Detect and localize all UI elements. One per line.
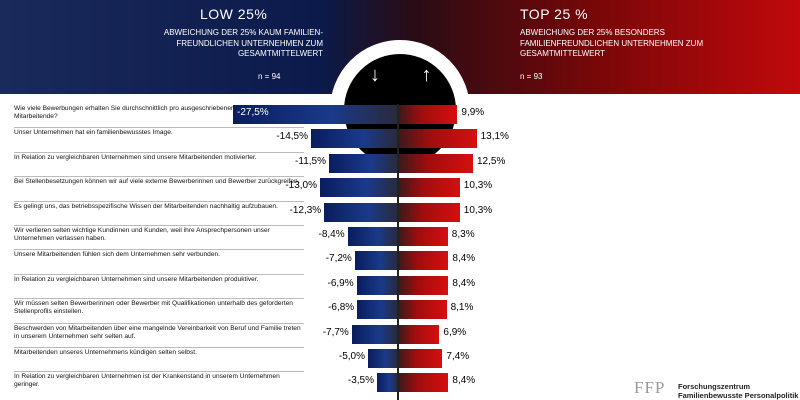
top-value-label: 8,4% [452, 375, 476, 387]
low-bar [347, 227, 398, 246]
low-value-label: -7,2% [325, 253, 352, 265]
question-label: Bei Stellenbesetzungen können wir auf vi… [14, 176, 304, 201]
chart-row: Unsere Mitarbeitenden fühlen sich dem Un… [0, 249, 800, 274]
chart-row: In Relation zu vergleichbaren Unternehme… [0, 273, 800, 298]
chart-row: Mitarbeitenden unseres Unternehmens künd… [0, 347, 800, 371]
question-label: In Relation zu vergleichbaren Unternehme… [14, 273, 304, 298]
question-label: Es gelingt uns, das betriebsspezifische … [14, 200, 304, 225]
low-bar [233, 105, 398, 124]
chart-row: In Relation zu vergleichbaren Unternehme… [0, 151, 800, 176]
question-label: Wir müssen selten Bewerberinnen oder Bew… [14, 298, 304, 323]
top-bar [398, 275, 449, 295]
chart-row: Bei Stellenbesetzungen können wir auf vi… [0, 176, 800, 201]
direction-arrows-icon: ↓ ↑ [370, 64, 450, 86]
chart-row: Es gelingt uns, das betriebsspezifische … [0, 200, 800, 225]
top-value-label: 8,3% [451, 229, 475, 240]
low-bar [356, 275, 398, 295]
question-label: Beschwerden von Mitarbeitenden über eine… [14, 322, 304, 347]
low-bar [320, 178, 398, 198]
low-subtitle: ABWEICHUNG DER 25% KAUM FAMILIEN- FREUND… [118, 28, 323, 60]
low-value-label: -7,7% [322, 326, 349, 338]
low-subtitle-line: GESAMTMITTELWERT [237, 49, 323, 58]
low-subtitle-line: ABWEICHUNG DER 25% KAUM FAMILIEN- [163, 28, 323, 37]
low-value-label: -3,5% [347, 375, 374, 387]
low-value-label: -8,4% [318, 229, 345, 240]
question-label: In Relation zu vergleichbaren Unternehme… [14, 371, 304, 396]
top-bar [398, 251, 449, 271]
low-value-label: -14,5% [276, 131, 308, 143]
top-subtitle-line: FAMILIENFREUNDLICHEN UNTERNEHMEN ZUM [520, 38, 704, 48]
top-value-label: 8,4% [452, 253, 476, 265]
question-label: Mitarbeitenden unseres Unternehmens künd… [14, 347, 304, 371]
low-bar [377, 373, 398, 393]
top-value-label: 13,1% [480, 131, 509, 143]
top-bar [398, 105, 458, 124]
top-bar [398, 349, 443, 368]
low-value-label: -5,0% [338, 351, 365, 362]
top-value-label: 8,1% [450, 302, 474, 314]
top-title: TOP 25 % [520, 6, 589, 22]
top-bar [398, 202, 460, 222]
top-bar [398, 178, 460, 198]
top-bar [398, 129, 477, 149]
low-n: n = 94 [258, 72, 281, 81]
top-subtitle: ABWEICHUNG DER 25% BESONDERS FAMILIENFRE… [520, 28, 740, 60]
chart-row: Unser Unternehmen hat ein familienbewuss… [0, 127, 800, 152]
logo: FFP Forschungszentrum Familienbewusste P… [634, 378, 800, 400]
top-value-label: 10,3% [463, 204, 493, 216]
chart-rows: Wie viele Bewerbungen erhalten Sie durch… [0, 104, 800, 400]
low-value-label: -27,5% [237, 107, 269, 118]
top-value-label: 6,9% [443, 326, 467, 338]
top-bar [398, 153, 473, 173]
top-subtitle-line: ABWEICHUNG DER 25% BESONDERS [520, 28, 665, 37]
top-value-label: 10,3% [463, 180, 493, 192]
question-label: Wie viele Bewerbungen erhalten Sie durch… [14, 104, 304, 127]
chart-row: In Relation zu vergleichbaren Unternehme… [0, 371, 800, 396]
chart-row: Beschwerden von Mitarbeitenden über eine… [0, 322, 800, 347]
low-value-label: -6,8% [328, 302, 355, 314]
low-title: LOW 25% [200, 6, 268, 22]
logo-line: Familienbewusste Personalpolitik [678, 391, 799, 400]
low-value-label: -12,3% [289, 204, 322, 216]
low-value-label: -11,5% [295, 155, 326, 167]
top-value-label: 8,4% [452, 277, 476, 289]
top-value-label: 7,4% [446, 351, 470, 362]
chart-row: Wie viele Bewerbungen erhalten Sie durch… [0, 104, 800, 127]
chart-row: Wir müssen selten Bewerberinnen oder Bew… [0, 298, 800, 323]
top-value-label: 9,9% [461, 107, 485, 118]
low-bar [354, 251, 398, 271]
question-label: In Relation zu vergleichbaren Unternehme… [14, 151, 304, 176]
top-subtitle-line: GESAMTMITTELWERT [520, 49, 606, 58]
top-bar [398, 324, 440, 344]
question-label: Unsere Mitarbeitenden fühlen sich dem Un… [14, 249, 304, 274]
logo-text: Forschungszentrum Familienbewusste Perso… [678, 382, 798, 400]
low-subtitle-line: FREUNDLICHEN UNTERNEHMEN ZUM [176, 38, 323, 48]
low-value-label: -13,0% [285, 180, 317, 192]
low-bar [329, 153, 398, 173]
low-bar [324, 202, 398, 222]
top-n: n = 93 [520, 72, 543, 81]
question-label: Unser Unternehmen hat ein familienbewuss… [14, 127, 304, 152]
low-bar [351, 324, 398, 344]
chart-row: Wir verlieren selten wichtige Kundinnen … [0, 225, 800, 249]
low-bar [368, 349, 398, 368]
top-bar [398, 227, 448, 246]
question-label: Wir verlieren selten wichtige Kundinnen … [14, 225, 304, 249]
top-value-label: 12,5% [477, 155, 506, 167]
top-bar [398, 300, 447, 320]
zero-axis [397, 104, 399, 400]
low-bar [357, 300, 398, 320]
logo-mark: FFP [634, 378, 666, 397]
top-bar [398, 373, 449, 393]
logo-line: Forschungszentrum [678, 382, 751, 391]
low-value-label: -6,9% [327, 277, 354, 289]
low-bar [311, 129, 398, 149]
